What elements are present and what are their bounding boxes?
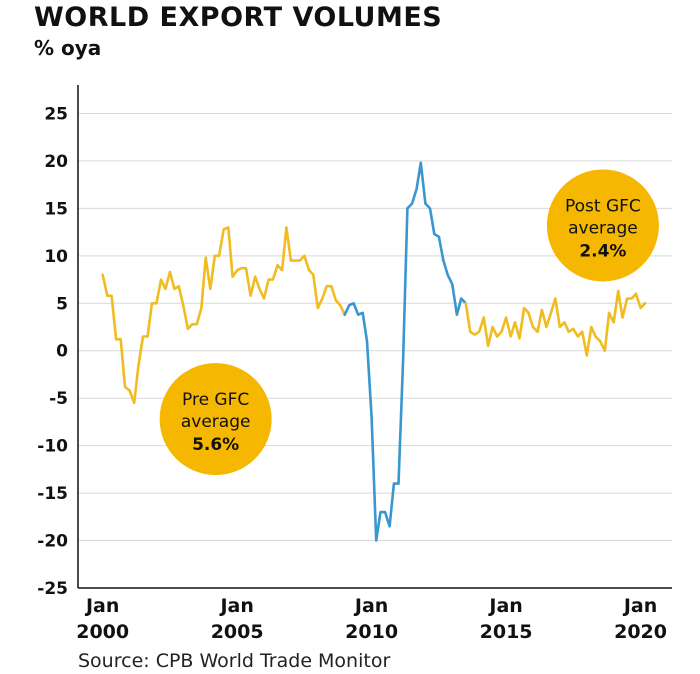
x-tick-label-month: Jan — [353, 595, 388, 617]
series-line-2 — [343, 161, 468, 542]
x-tick-label-year: 2000 — [76, 621, 129, 643]
x-axis-ticks: Jan 2000 Jan 2005 Jan 2010 Jan 2015 Jan 2020 — [76, 595, 667, 643]
x-tick-label-year: 2015 — [480, 621, 533, 643]
y-tick-label: 25 — [44, 104, 68, 124]
annotation-label: average — [568, 218, 638, 238]
y-tick-label: 20 — [44, 152, 68, 172]
y-tick-label: 15 — [44, 199, 68, 219]
y-tick-label: -15 — [37, 484, 68, 504]
x-tick-label-month: Jan — [487, 595, 522, 617]
x-tick-label-month: Jan — [622, 595, 657, 617]
annotation-circle — [159, 363, 272, 476]
chart-subtitle: % oya — [34, 36, 102, 60]
y-tick-label: -20 — [37, 532, 68, 552]
annotation-value: 2.4% — [579, 241, 626, 261]
y-tick-label: -5 — [49, 389, 68, 409]
y-tick-label: -25 — [37, 579, 68, 599]
y-tick-label: -10 — [37, 437, 68, 457]
series-line-3 — [464, 289, 647, 357]
annotation-label: Post GFC — [565, 196, 641, 216]
source-note: Source: CPB World Trade Monitor — [78, 650, 391, 672]
x-tick-label-year: 2020 — [614, 621, 667, 643]
x-tick-label-month: Jan — [218, 595, 253, 617]
y-axis-ticks: 25 20 15 10 5 0 -5 -10 -15 -20 -25 — [37, 104, 68, 599]
y-tick-label: 10 — [44, 247, 68, 267]
chart-title: WORLD EXPORT VOLUMES — [34, 2, 443, 33]
x-tick-label-year: 2010 — [345, 621, 398, 643]
x-tick-label-year: 2005 — [211, 621, 264, 643]
y-tick-label: 0 — [56, 342, 68, 362]
annotation-value: 5.6% — [192, 435, 239, 455]
annotation-label: Pre GFC — [182, 390, 249, 410]
x-tick-label-month: Jan — [84, 595, 119, 617]
annotation-label: average — [181, 412, 251, 432]
y-tick-label: 5 — [56, 294, 68, 314]
series-group — [101, 161, 647, 542]
series-line-1 — [101, 226, 347, 405]
annotation-circle — [546, 169, 659, 282]
axes — [77, 85, 672, 589]
